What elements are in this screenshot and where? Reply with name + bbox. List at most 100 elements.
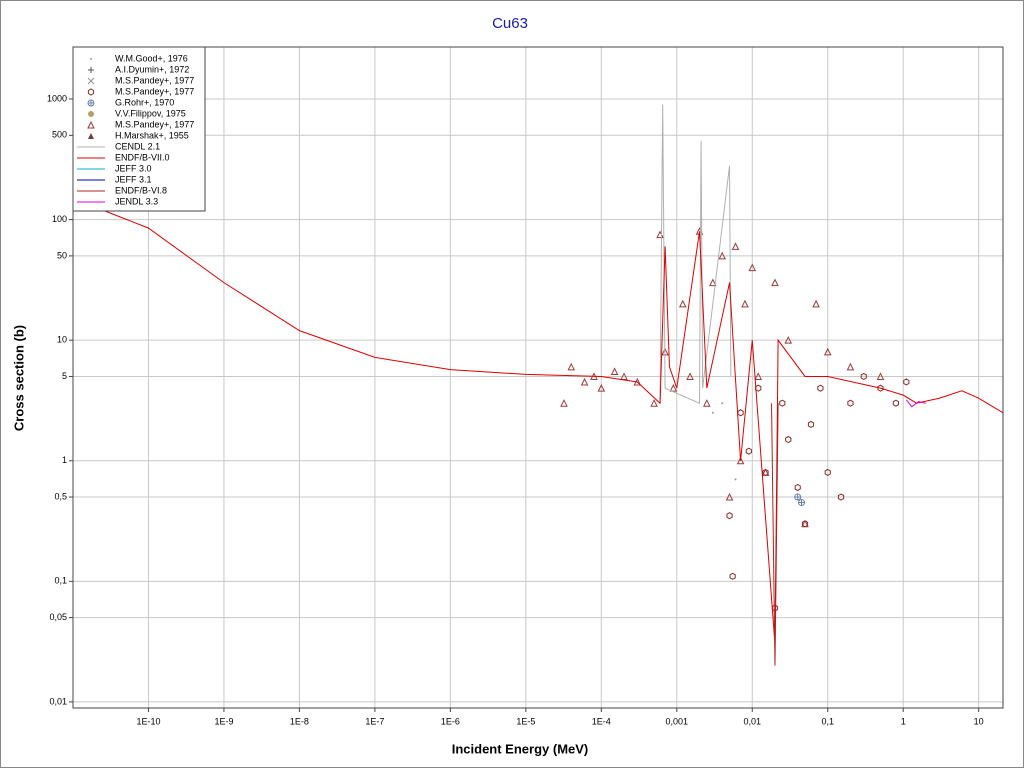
y-tick-label: 10 [57,335,67,345]
x-tick-label: 1 [901,716,906,726]
data-line [659,104,732,404]
data-point [748,263,757,272]
data-point [847,399,854,407]
data-point [794,493,802,501]
legend-text: ENDF/B-VI.8 [115,185,167,195]
y-tick-label: 1000 [47,93,67,103]
x-tick-label: 1E-10 [136,716,160,726]
legend-marker [87,77,95,85]
data-point [560,399,568,407]
data-point [892,399,899,407]
x-tick-label: 0,01 [743,716,761,726]
data-point [877,384,884,392]
data-point [725,492,734,501]
data-point [837,493,845,501]
y-tick-label: 1 [62,455,67,465]
legend-marker [87,88,95,96]
data-point [741,299,749,308]
data-point [597,384,606,392]
data-line [905,399,927,408]
data-point [754,372,763,380]
data-point [812,299,820,308]
legend-box [72,46,206,212]
y-tick-label: 0,5 [54,491,67,501]
data-point [567,362,576,371]
data-point [703,399,711,407]
legend-text: H.Marshak+, 1955 [115,130,189,140]
data-point [731,242,740,250]
y-tick-label: 0,05 [49,612,67,622]
data-point [729,572,736,580]
legend-text: M.S.Pandey+, 1977 [115,86,194,96]
x-tick-label: 10 [974,716,984,726]
y-tick-label: 0,1 [54,576,67,586]
legend-marker [88,133,94,139]
x-tick-label: 1E-7 [365,716,384,726]
data-line [771,403,779,666]
x-tick-label: 1E-6 [441,716,460,726]
data-point [785,435,792,444]
data-point [736,456,745,465]
legend-text: ENDF/B-VII.0 [115,152,170,162]
legend-marker [88,111,94,117]
data-point [807,420,815,429]
data-point [779,399,786,407]
legend-text: V.V.Filippov, 1975 [115,108,186,118]
data-point [721,402,724,405]
data-point [711,411,714,414]
data-point [686,372,694,380]
legend-marker [90,58,92,60]
legend-marker [88,67,94,73]
data-point [761,468,770,476]
data-point [771,278,779,287]
legend-text: G.Rohr+, 1970 [115,97,174,107]
data-point [824,468,831,477]
x-tick-label: 0,1 [821,716,834,726]
data-point [708,278,717,287]
data-point [876,372,885,380]
data-point [794,483,801,492]
plot-frame [72,46,1004,709]
data-point [669,384,678,392]
data-point [784,336,793,344]
chart-title: Cu63 [492,15,528,32]
legend-text: JENDL 3.3 [115,196,158,206]
data-point [650,399,658,407]
y-tick-label: 0,01 [49,696,67,706]
x-tick-label: 1E-4 [592,716,611,726]
data-line [72,197,1004,645]
y-tick-label: 100 [52,214,67,224]
legend-marker [87,99,95,107]
x-axis-label: Incident Energy (MeV) [452,741,589,756]
data-point [823,347,832,356]
data-point [745,447,752,455]
data-point [817,384,824,392]
data-point [798,499,806,506]
y-tick-label: 50 [57,250,67,260]
x-tick-label: 1E-5 [516,716,535,726]
legend-text: CENDL 2.1 [115,141,160,151]
legend-text: M.S.Pandey+, 1977 [115,119,194,129]
data-point [903,378,910,386]
x-tick-label: 1E-8 [290,716,309,726]
legend-text: M.S.Pandey+, 1977 [115,75,194,85]
legend-text: JEFF 3.1 [115,174,152,184]
y-tick-label: 5 [62,371,67,381]
grid [69,47,1003,712]
y-tick-label: 500 [52,130,67,140]
data-point [718,251,727,260]
data-point [580,377,589,386]
x-tick-label: 0,001 [666,716,689,726]
legend-marker [87,120,95,129]
data-point [846,362,855,371]
legend-text: JEFF 3.0 [115,163,152,173]
legend-text: W.M.Good+, 1976 [115,53,188,63]
y-axis-label: Cross section (b) [11,325,26,431]
data-point [678,299,687,308]
legend-text: A.I.Dyumin+, 1972 [115,64,189,74]
data-point [801,519,809,528]
plot-area [72,104,1004,666]
data-point [726,512,733,520]
